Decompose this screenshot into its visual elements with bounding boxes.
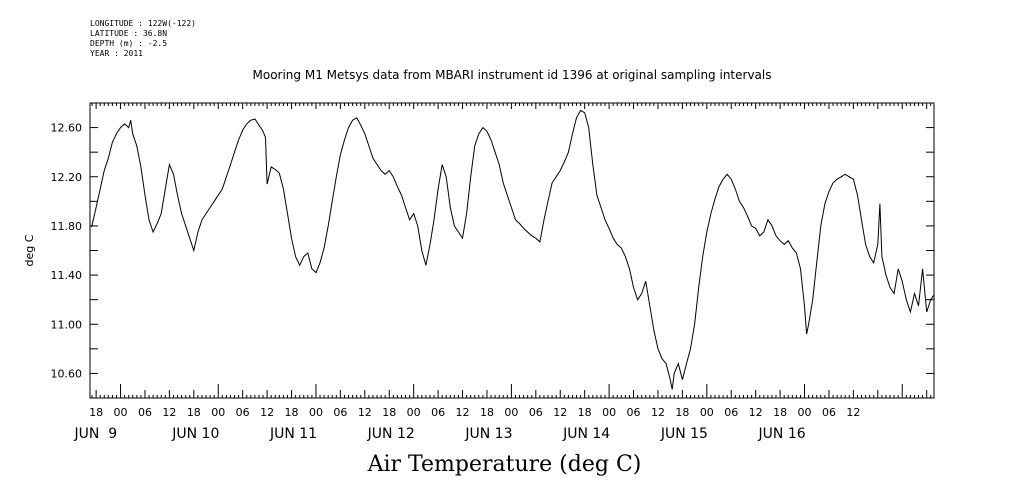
longitude-label: LONGITUDE : 122W(-122) bbox=[90, 19, 196, 28]
y-tick-label: 11.00 bbox=[51, 318, 83, 331]
x-day-label: JUN 12 bbox=[367, 426, 415, 442]
chart-title: Mooring M1 Metsys data from MBARI instru… bbox=[252, 68, 772, 82]
x-hour-label: 06 bbox=[724, 406, 738, 419]
x-hour-label: 00 bbox=[309, 406, 323, 419]
x-hour-label: 12 bbox=[260, 406, 274, 419]
latitude-label: LATITUDE : 36.8N bbox=[90, 29, 168, 38]
y-tick-label: 11.80 bbox=[51, 220, 83, 233]
x-hour-label: 00 bbox=[114, 406, 128, 419]
x-hour-label: 18 bbox=[773, 406, 787, 419]
x-day-label: JUN 13 bbox=[464, 426, 512, 442]
x-hour-label: 12 bbox=[846, 406, 860, 419]
x-hour-label: 18 bbox=[480, 406, 494, 419]
x-day-label: JUN 14 bbox=[562, 426, 610, 442]
x-axis: 18 00 06 12 18 00 06 12 18 00 06 12 18 00 06 12 18 00 06 12… bbox=[74, 103, 932, 442]
series-line bbox=[91, 109, 935, 390]
x-hour-label: 12 bbox=[553, 406, 567, 419]
metadata-block: LONGITUDE : 122W(-122) LATITUDE : 36.8N … bbox=[90, 19, 196, 59]
x-hour-label: 00 bbox=[798, 406, 812, 419]
plot-border bbox=[89, 102, 935, 399]
x-hour-label: 06 bbox=[431, 406, 445, 419]
y-tick-label: 10.60 bbox=[51, 367, 83, 380]
x-hour-label: 12 bbox=[162, 406, 176, 419]
x-hour-label: 18 bbox=[285, 406, 299, 419]
y-tick-label: 11.40 bbox=[51, 269, 83, 282]
x-hour-label: 00 bbox=[407, 406, 421, 419]
x-hour-label: 18 bbox=[675, 406, 689, 419]
x-day-label: JUN 11 bbox=[269, 426, 317, 442]
depth-label: DEPTH (m) : -2.5 bbox=[90, 39, 168, 48]
x-hour-label: 06 bbox=[333, 406, 347, 419]
x-hour-label: 18 bbox=[578, 406, 592, 419]
y-tick-label: 12.20 bbox=[51, 171, 83, 184]
x-hour-label: 06 bbox=[138, 406, 152, 419]
year-label: YEAR : 2011 bbox=[90, 49, 143, 58]
x-day-label: JUN 16 bbox=[758, 426, 806, 442]
y-axis: 10.60 11.00 11.40 11.80 12.20 12.60 bbox=[51, 102, 934, 399]
x-hour-label: 00 bbox=[602, 406, 616, 419]
x-hour-label: 06 bbox=[529, 406, 543, 419]
x-hour-label: 06 bbox=[236, 406, 250, 419]
x-hour-label: 00 bbox=[211, 406, 225, 419]
x-hour-label: 00 bbox=[700, 406, 714, 419]
x-axis-caption: Air Temperature (deg C) bbox=[367, 452, 642, 477]
x-day-label: JUN 10 bbox=[171, 426, 219, 442]
x-hour-label: 18 bbox=[382, 406, 396, 419]
x-hour-label: 00 bbox=[504, 406, 518, 419]
x-hour-label: 18 bbox=[187, 406, 201, 419]
x-hour-label: 12 bbox=[651, 406, 665, 419]
x-hour-label: 06 bbox=[627, 406, 641, 419]
x-day-label: JUN 9 bbox=[74, 426, 118, 442]
x-hour-label: 12 bbox=[456, 406, 470, 419]
y-axis-label: deg C bbox=[23, 234, 36, 266]
y-tick-label: 12.60 bbox=[51, 122, 83, 135]
x-day-label: JUN 15 bbox=[660, 426, 708, 442]
x-hour-label: 12 bbox=[358, 406, 372, 419]
x-hour-label: 06 bbox=[822, 406, 836, 419]
x-hour-label: 12 bbox=[749, 406, 763, 419]
plot-frame bbox=[89, 102, 935, 399]
x-hour-label: 18 bbox=[89, 406, 103, 419]
